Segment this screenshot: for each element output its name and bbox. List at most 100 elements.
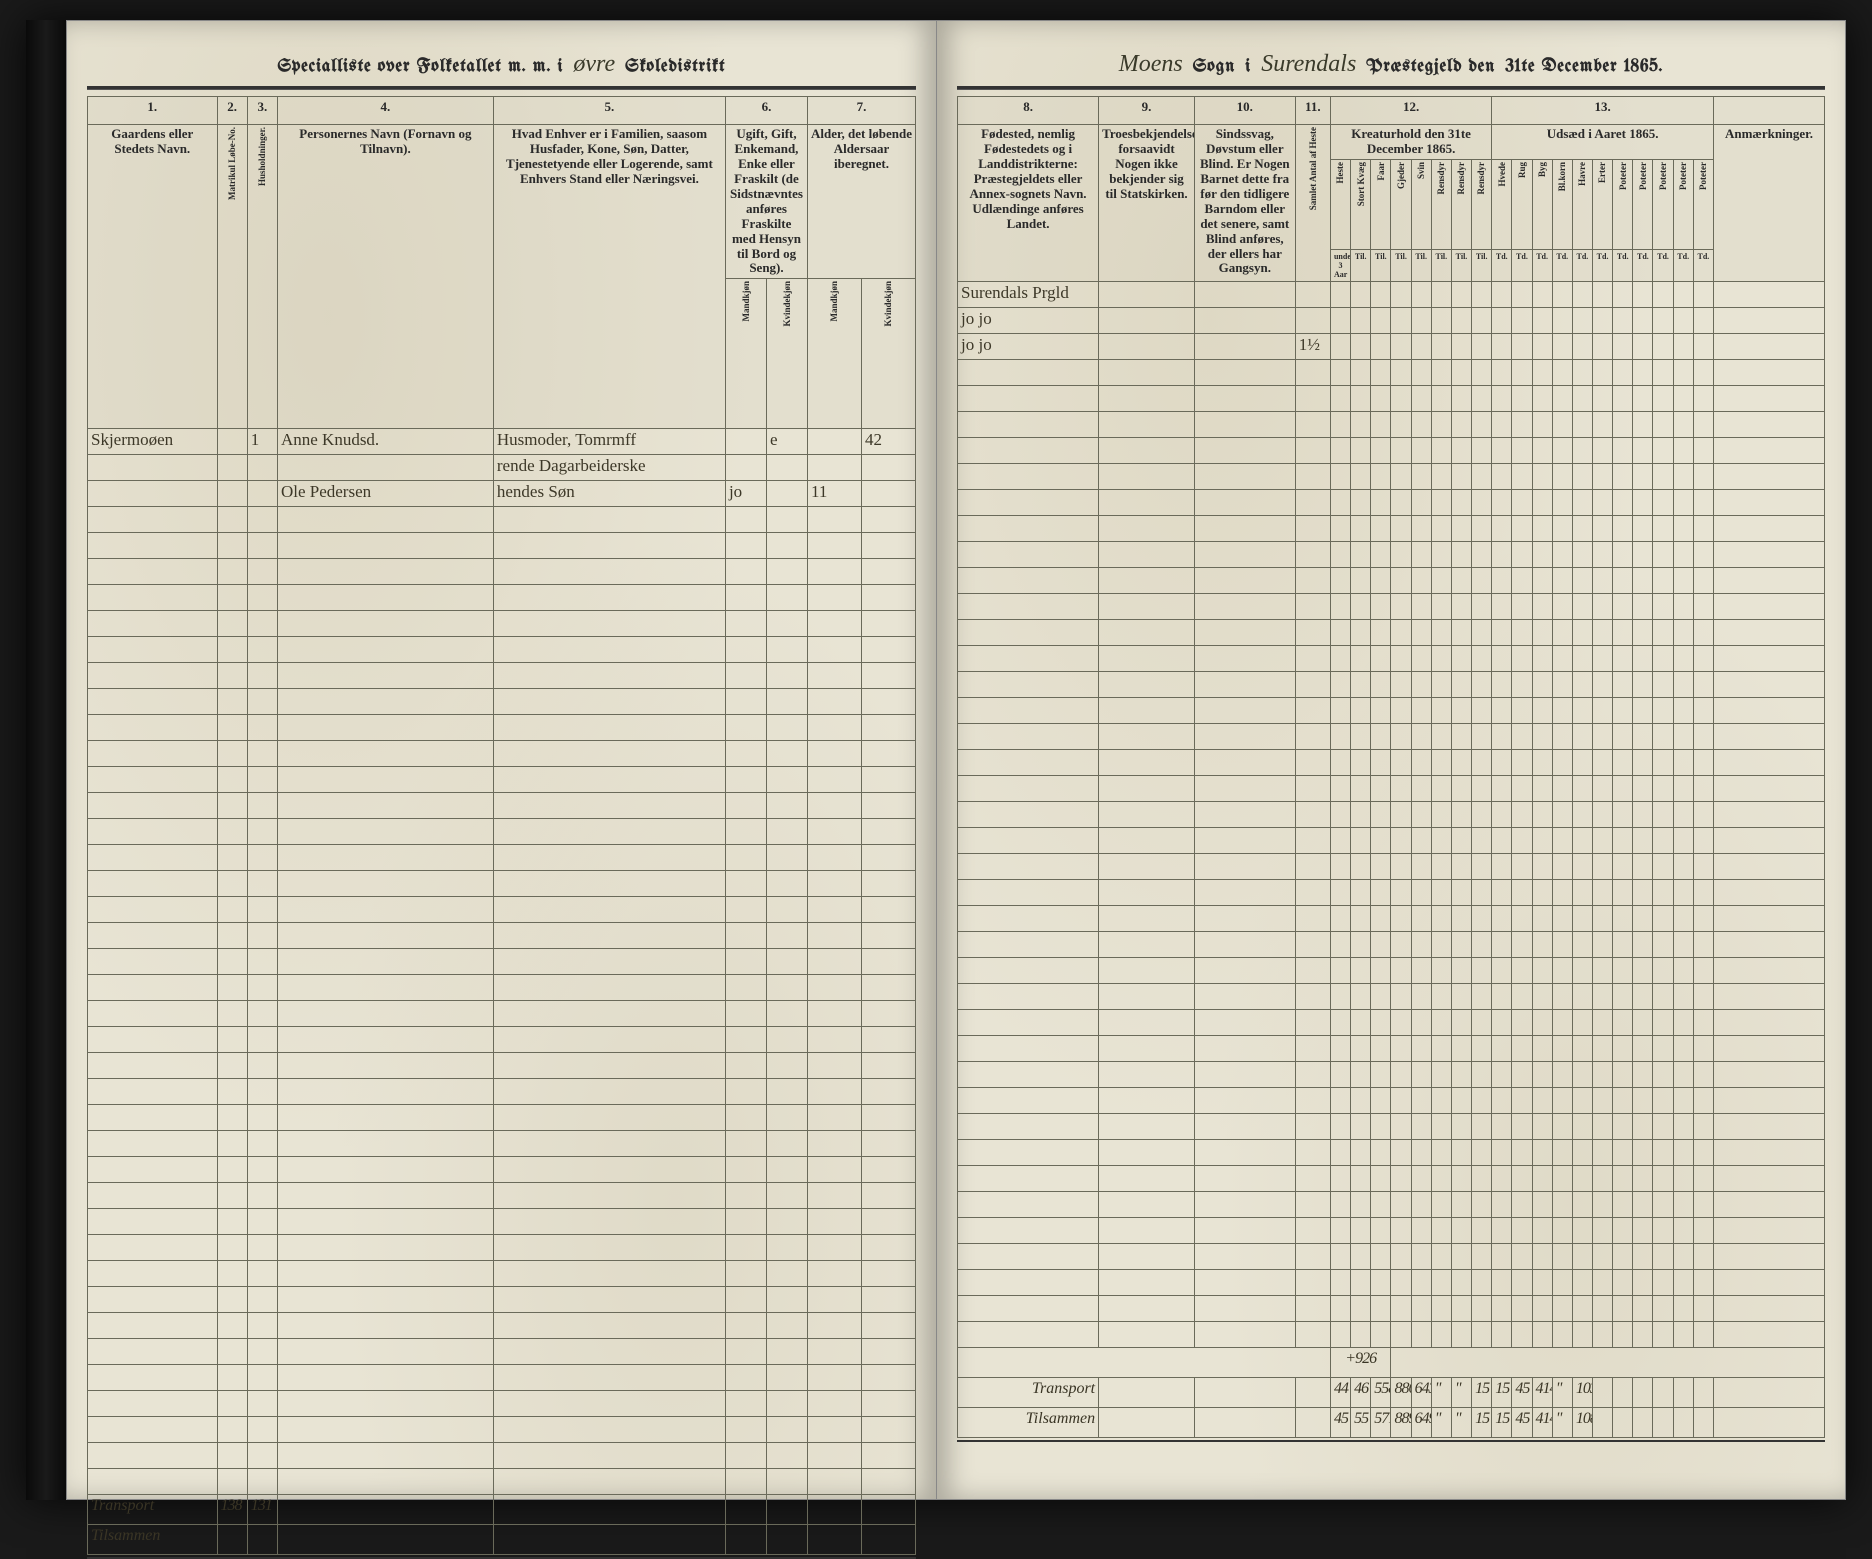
cell: jo — [725, 481, 766, 507]
cell — [1653, 282, 1673, 308]
cell — [1194, 308, 1295, 334]
tally-cell — [1295, 1408, 1330, 1438]
col-anm — [1713, 97, 1824, 125]
cell — [1099, 334, 1195, 360]
cell: hendes Søn — [493, 481, 725, 507]
sub-unit: Td. — [1693, 249, 1713, 282]
cell — [1451, 334, 1471, 360]
cell — [217, 455, 247, 481]
cell — [861, 455, 915, 481]
cell — [1693, 334, 1713, 360]
cell: e — [766, 429, 807, 455]
cell — [766, 481, 807, 507]
blank-row — [88, 533, 916, 559]
blank-row — [88, 1053, 916, 1079]
right-table: 8. 9. 10. 11. 12. 13. Fødested, nemlig F… — [957, 96, 1825, 1438]
blank-row — [958, 1166, 1825, 1192]
cell — [1431, 308, 1451, 334]
tally-cell: 1084 — [1572, 1408, 1592, 1438]
left-body: Skjermoøen1Anne Knudsd.Husmoder, Tomrmff… — [88, 429, 916, 1495]
cell — [1552, 282, 1572, 308]
cell — [247, 481, 277, 507]
col-7: 7. — [807, 97, 915, 125]
cell: Anne Knudsd. — [277, 429, 493, 455]
rule — [957, 1440, 1825, 1442]
cell — [1492, 308, 1512, 334]
h-alder: Alder, det løbende Aldersaar iberegnet. — [807, 125, 915, 279]
cell — [1673, 334, 1693, 360]
right-body: Surendals Prgldjo jojo jo1½ — [958, 282, 1825, 1348]
sub-heading: Poteter — [1653, 159, 1673, 249]
blank-row — [958, 464, 1825, 490]
blank-row — [88, 1365, 916, 1391]
blank-row — [88, 1183, 916, 1209]
blank-row — [958, 1140, 1825, 1166]
blank-row — [88, 923, 916, 949]
cell — [725, 429, 766, 455]
h-6a: Mandkjøn — [725, 279, 766, 429]
title-praest-label: Præstegjeld den — [1366, 57, 1495, 76]
cell — [1411, 282, 1431, 308]
tally-cell: 15 — [1472, 1408, 1492, 1438]
cell: Ole Pedersen — [277, 481, 493, 507]
cell — [217, 429, 247, 455]
sub-unit: under 3 Aar — [1330, 249, 1350, 282]
table-row: Ole Pedersenhendes Sønjo11 — [88, 481, 916, 507]
tally-cell: 15 — [1492, 1408, 1512, 1438]
h-anm: Anmærkninger. — [1713, 125, 1824, 282]
blank-row — [958, 1192, 1825, 1218]
h-12: Kreaturhold den 31te December 1865. — [1330, 125, 1491, 160]
sub-heading: Poteter — [1633, 159, 1653, 249]
sub-heading: Poteter — [1693, 159, 1713, 249]
cell — [1512, 282, 1532, 308]
tally-cell — [1593, 1408, 1613, 1438]
blank-row — [88, 1261, 916, 1287]
sub-unit: Til. — [1451, 249, 1471, 282]
blank-row — [958, 386, 1825, 412]
col-9: 9. — [1099, 97, 1195, 125]
cell — [1552, 308, 1572, 334]
blank-row — [958, 620, 1825, 646]
ledger-book: Specialliste over Folketallet m. m. i øv… — [26, 20, 1846, 1500]
tally-cell — [1693, 1408, 1713, 1438]
cell — [1532, 282, 1552, 308]
tally-cell: 46 — [1351, 1378, 1371, 1408]
cell — [1633, 334, 1653, 360]
col-10: 10. — [1194, 97, 1295, 125]
cell — [766, 455, 807, 481]
tilsammen-row: Tilsammen — [88, 1525, 916, 1555]
h-7a: Mandkjøn — [807, 279, 861, 429]
h-11: Samlet Antal af Heste — [1295, 125, 1330, 282]
tally-cell: 45 — [1512, 1378, 1532, 1408]
cell — [1472, 308, 1492, 334]
tally-cell — [1633, 1378, 1653, 1408]
tally-cell — [1613, 1408, 1633, 1438]
blank-row — [958, 1088, 1825, 1114]
tally-cell: 55 — [1351, 1408, 1371, 1438]
title-sogn-label: Sogn — [1193, 57, 1236, 76]
cross-row: +926 — [958, 1348, 1825, 1378]
cell — [1613, 334, 1633, 360]
blank-row — [958, 568, 1825, 594]
cell — [1099, 308, 1195, 334]
blank-row — [88, 845, 916, 871]
cell — [1351, 282, 1371, 308]
left-table: 1. 2. 3. 4. 5. 6. 7. Gaardens eller Sted… — [87, 96, 916, 1555]
cell — [277, 455, 493, 481]
sub-unit: Til. — [1431, 249, 1451, 282]
tally-cell — [1633, 1408, 1653, 1438]
cell: Surendals Prgld — [958, 282, 1099, 308]
title-prefix: Specialliste over Folketallet m. m. i — [277, 57, 563, 76]
sub-heading: Rensdyr — [1451, 159, 1471, 249]
h-gaard: Gaardens eller Stedets Navn. — [88, 125, 218, 429]
sub-heading: Rug — [1512, 159, 1532, 249]
sub-heading: Faar — [1371, 159, 1391, 249]
table-row: jo jo1½ — [958, 334, 1825, 360]
sub-heading: Erter — [1593, 159, 1613, 249]
blank-row — [958, 1036, 1825, 1062]
tally-cell: 414 — [1532, 1408, 1552, 1438]
cell — [1653, 334, 1673, 360]
table-row: Surendals Prgld — [958, 282, 1825, 308]
blank-row — [88, 1157, 916, 1183]
blank-row — [88, 585, 916, 611]
